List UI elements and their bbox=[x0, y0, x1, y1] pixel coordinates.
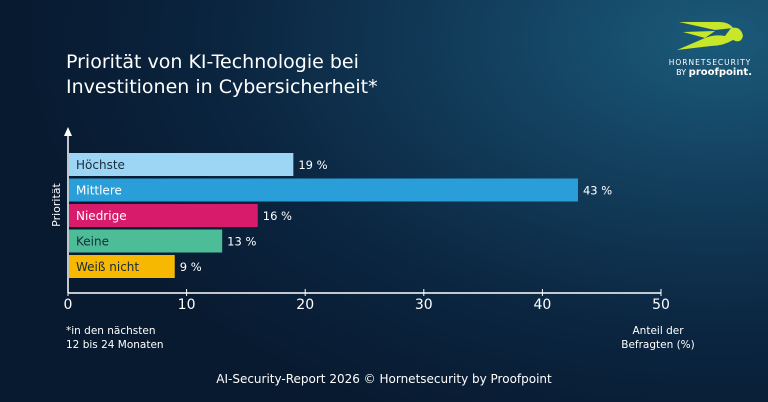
footnote-line-1: *in den nächsten bbox=[66, 325, 156, 337]
x-axis-label-line-2: Befragten (%) bbox=[621, 339, 695, 351]
bar-data-label: 16 % bbox=[263, 209, 292, 223]
logo-by: BY bbox=[676, 68, 687, 77]
bar-category-label: Niedrige bbox=[76, 209, 127, 223]
source-credit: AI-Security-Report 2026 © Hornetsecurity… bbox=[216, 372, 552, 386]
bar-data-label: 19 % bbox=[298, 158, 327, 172]
bar-category-label: Höchste bbox=[76, 158, 125, 172]
y-axis-arrow-icon bbox=[64, 127, 72, 136]
x-tick-label: 40 bbox=[533, 297, 551, 313]
bar-category-label: Keine bbox=[76, 235, 109, 249]
title-line-1: Priorität von KI-Technologie bei bbox=[66, 51, 359, 73]
bar-keine bbox=[69, 229, 223, 253]
logo-brand: proofpoint. bbox=[688, 67, 752, 78]
bar-niedrige bbox=[69, 204, 258, 227]
x-tick-label: 20 bbox=[296, 297, 314, 313]
hornet-icon bbox=[677, 22, 743, 50]
bar-data-label: 9 % bbox=[180, 260, 202, 274]
y-axis-label: Priorität bbox=[50, 182, 63, 226]
title-line-2: Investitionen in Cybersicherheit* bbox=[66, 76, 378, 98]
hornetsecurity-logo: HORNETSECURITY BY proofpoint. bbox=[660, 18, 760, 78]
x-axis-label-line-1: Anteil der bbox=[632, 325, 684, 337]
bar-höchste bbox=[69, 153, 294, 176]
bar-weiß-nicht bbox=[69, 255, 175, 278]
logo-name: HORNETSECURITY bbox=[668, 58, 752, 67]
chart-title: Priorität von KI-Technologie bei Investi… bbox=[66, 50, 378, 100]
bar-data-label: 43 % bbox=[583, 184, 612, 198]
bar-mittlere bbox=[69, 178, 578, 202]
bar-category-label: Mittlere bbox=[76, 184, 122, 198]
x-tick-label: 30 bbox=[415, 297, 433, 313]
footnote-line-2: 12 bis 24 Monaten bbox=[66, 339, 164, 351]
x-axis-label: Anteil der Befragten (%) bbox=[600, 324, 716, 352]
x-tick-label: 50 bbox=[652, 297, 670, 313]
bar-data-label: 13 % bbox=[227, 235, 256, 249]
bar-category-label: Weiß nicht bbox=[76, 260, 139, 274]
x-tick-label: 10 bbox=[178, 297, 196, 313]
x-tick-label: 0 bbox=[64, 297, 73, 313]
footnote: *in den nächsten 12 bis 24 Monaten bbox=[66, 324, 164, 352]
